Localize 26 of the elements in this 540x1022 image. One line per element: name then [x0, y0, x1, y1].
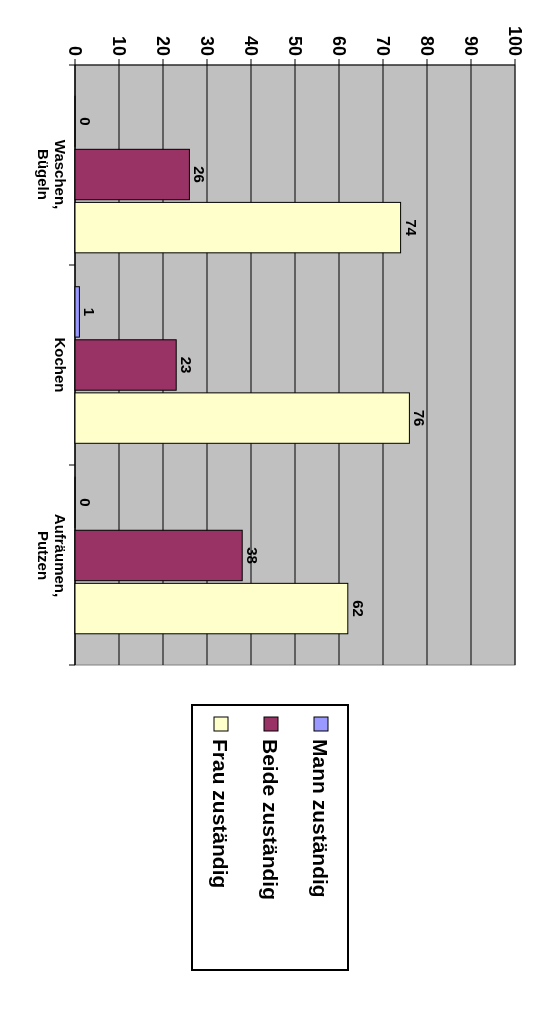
x-tick-label: 100 [504, 25, 525, 56]
y-tick-label: Aufräumen, Putzen [35, 513, 69, 598]
x-tick-label: 10 [108, 35, 129, 56]
legend-label: Mann zuständig [308, 739, 332, 898]
data-label: 0 [77, 498, 94, 507]
data-label: 62 [349, 600, 367, 617]
data-label: 23 [178, 356, 196, 374]
data-label: 74 [402, 219, 420, 237]
legend-label: Beide zuständig [258, 739, 282, 901]
x-tick-label: 40 [240, 35, 261, 56]
data-label: 38 [244, 547, 262, 564]
data-label: 0 [77, 117, 94, 126]
y-tick-label: Waschen, Bügeln [35, 139, 69, 210]
x-tick-label: 70 [372, 35, 393, 56]
data-label: 76 [411, 409, 429, 427]
x-tick-label: 90 [460, 35, 481, 56]
data-label: 1 [81, 307, 99, 317]
data-label: 26 [191, 166, 209, 183]
x-tick-label: 30 [196, 35, 217, 56]
x-tick-label: 80 [416, 35, 437, 56]
x-tick-label: 50 [284, 35, 305, 56]
x-tick-label: 60 [328, 35, 349, 56]
legend-label: Frau zuständig [208, 739, 232, 889]
x-tick-label: 20 [152, 35, 173, 56]
y-tick-label: Kochen [52, 337, 69, 393]
x-tick-label: 0 [64, 45, 85, 56]
